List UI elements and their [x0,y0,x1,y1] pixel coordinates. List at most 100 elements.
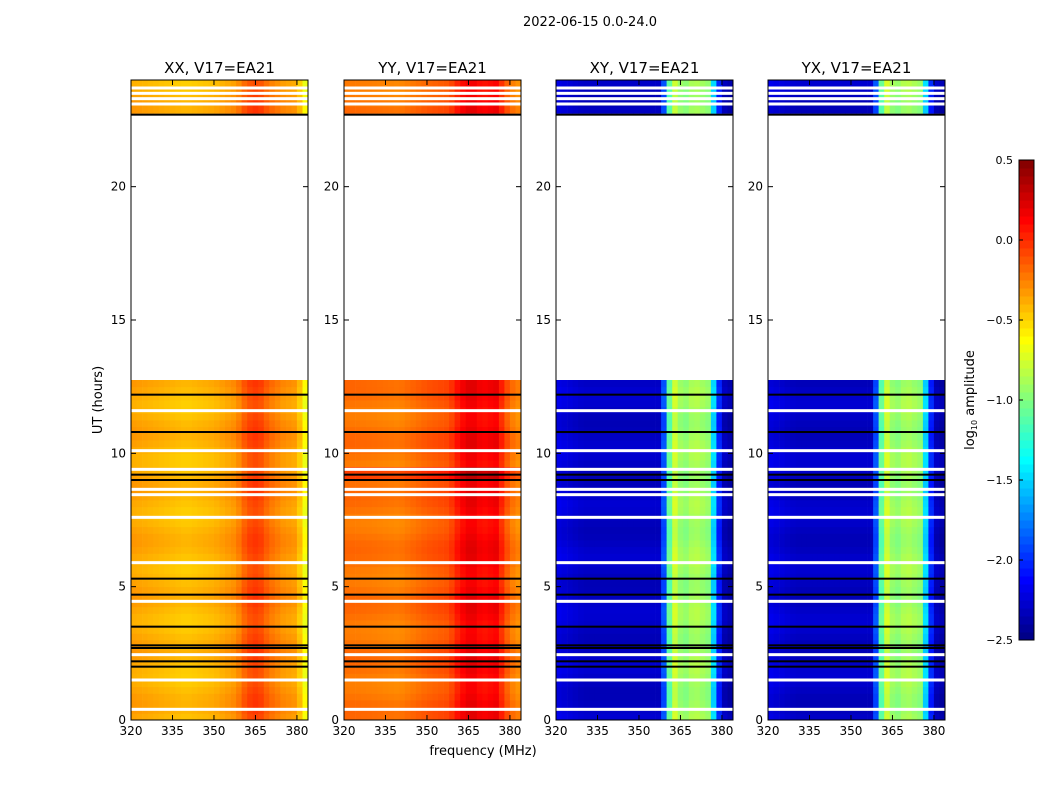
heatmap-cell [252,633,259,641]
heatmap-cell [208,713,215,721]
heatmap-cell [280,433,287,441]
heatmap-cell [247,460,254,468]
heatmap-cell [355,593,361,601]
heatmap-cell [399,413,406,421]
heatmap-cell [247,93,254,101]
heatmap-cell [644,553,651,561]
heatmap-cell [241,573,248,581]
heatmap-cell [504,633,511,641]
heatmap-cell [421,400,428,408]
heatmap-cell [191,493,198,501]
heatmap-cell [688,700,695,708]
heatmap-cell [572,613,579,621]
heatmap-cell [410,586,417,594]
heatmap-cell [449,580,455,588]
heatmap-cell [432,586,439,594]
heatmap-cell [404,680,411,688]
heatmap-cell [247,420,254,428]
heatmap-cell [432,540,439,548]
heatmap-cell [589,506,596,514]
heatmap-cell [561,553,568,561]
heatmap-cell [460,646,467,654]
heatmap-cell [164,613,171,621]
heatmap-cell [427,700,433,708]
heatmap-cell [688,633,695,641]
heatmap-cell [705,693,712,701]
heatmap-cell [175,633,182,641]
heatmap-cell [454,426,461,434]
heatmap-cell [600,646,607,654]
heatmap-cell [482,93,489,101]
heatmap-cell [600,453,607,461]
heatmap-cell [443,600,450,608]
heatmap-cell [655,566,662,574]
heatmap-cell [415,640,422,648]
heatmap-cell [382,633,389,641]
heatmap-cell [705,546,712,554]
heatmap-cell [476,440,483,448]
heatmap-cell [583,693,590,701]
heatmap-cell [175,500,182,508]
heatmap-cell [644,640,651,648]
heatmap-cell [153,546,159,554]
heatmap-cell [460,640,467,648]
heatmap-cell [421,693,428,701]
heatmap-cell [471,413,478,421]
heatmap-cell [716,686,723,694]
heatmap-cell [561,573,568,581]
heatmap-cell [197,480,204,488]
heatmap-cell [611,553,618,561]
heatmap-cell [388,80,395,88]
heatmap-cell [147,400,154,408]
heatmap-cell [471,553,478,561]
heatmap-cell [427,626,433,634]
heatmap-cell [721,500,728,508]
heatmap-cell [627,660,634,668]
heatmap-cell [650,546,656,554]
heatmap-cell [404,713,411,721]
heatmap-cell [191,566,198,574]
heatmap-cell [672,526,679,534]
heatmap-cell [252,600,259,608]
heatmap-cell [285,453,292,461]
heatmap-cell [561,473,568,481]
heatmap-cell [677,633,684,641]
heatmap-cell [622,686,629,694]
heatmap-cell [355,700,361,708]
heatmap-cell [589,553,596,561]
heatmap-cell [258,493,265,501]
heatmap-cell [655,600,662,608]
heatmap-cell [269,600,276,608]
heatmap-cell [498,593,505,601]
heatmap-cell [622,526,629,534]
heatmap-cell [247,520,254,528]
heatmap-cell [180,380,187,388]
flagged-row [131,599,308,603]
heatmap-cell [175,380,182,388]
heatmap-cell [291,713,298,721]
heatmap-cell [393,520,400,528]
heatmap-cell [241,106,248,114]
heatmap-cell [677,526,684,534]
heatmap-cell [460,86,467,94]
heatmap-cell [153,106,159,114]
heatmap-cell [274,626,281,634]
heatmap-cell [344,453,350,461]
heatmap-cell [594,693,601,701]
heatmap-cell [131,553,137,561]
heatmap-cell [410,620,417,628]
heatmap-cell [672,680,679,688]
heatmap-cell [158,453,165,461]
heatmap-cell [131,680,137,688]
heatmap-cell [605,633,612,641]
heatmap-cell [650,526,656,534]
heatmap-cell [147,566,154,574]
heatmap-cell [650,553,656,561]
heatmap-cell [180,580,187,588]
heatmap-cell [699,526,706,534]
heatmap-cell [302,613,309,621]
heatmap-cell [600,653,607,661]
heatmap-cell [633,666,640,674]
heatmap-cell [498,613,505,621]
heatmap-cell [208,400,215,408]
